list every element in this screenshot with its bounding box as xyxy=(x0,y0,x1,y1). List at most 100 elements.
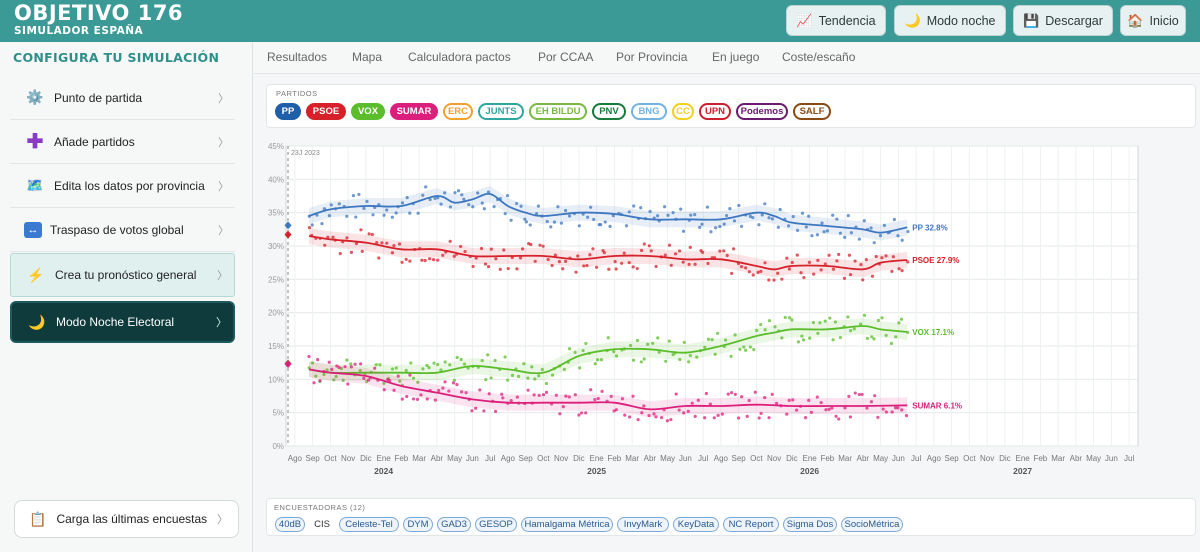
poll-point xyxy=(459,390,464,394)
sidebar-item-add-parties[interactable]: ✚ Añade partidos 〉 xyxy=(10,120,235,164)
poll-point xyxy=(623,413,627,417)
pollster-chip-cis[interactable]: CIS xyxy=(314,519,330,530)
pollster-chip-nc-report[interactable]: NC Report xyxy=(723,517,779,532)
poll-point xyxy=(599,358,604,362)
poll-point xyxy=(893,406,898,410)
download-button[interactable]: 💾 Descargar xyxy=(1013,5,1113,36)
poll-point xyxy=(869,226,873,230)
poll-point xyxy=(452,254,456,258)
poll-point xyxy=(307,354,311,359)
poll-point xyxy=(397,242,402,246)
poll-point xyxy=(600,389,604,393)
party-chip-cc[interactable]: CC xyxy=(672,103,694,120)
pollster-chip-dym[interactable]: DYM xyxy=(403,517,433,532)
poll-point xyxy=(687,360,691,364)
poll-point xyxy=(716,413,720,417)
x-tick-label: Sep xyxy=(945,454,960,463)
sidebar-item-edit-province[interactable]: 🗺️ Edita los datos por provincia 〉 xyxy=(10,164,235,208)
party-chip-podemos[interactable]: Podemos xyxy=(736,103,788,120)
poll-point xyxy=(567,214,572,218)
pollster-chip-gad3[interactable]: GAD3 xyxy=(437,517,471,532)
poll-point xyxy=(462,362,467,366)
top-bar: OBJETIVO 176 SIMULADOR ESPAÑA 📈 Tendenci… xyxy=(0,0,1200,42)
poll-point xyxy=(455,355,459,360)
poll-point xyxy=(693,262,697,266)
poll-point xyxy=(612,350,616,354)
poll-point xyxy=(523,217,527,221)
sidebar-item-vote-transfer[interactable]: ↔ Traspaso de votos global 〉 xyxy=(10,208,235,252)
tab-en-juego[interactable]: En juego xyxy=(712,50,760,64)
poll-point xyxy=(544,381,549,386)
poll-point xyxy=(753,390,757,394)
pollster-chip-celeste-tel[interactable]: Celeste-Tel xyxy=(339,517,399,532)
pollster-chip-invymark[interactable]: InvyMark xyxy=(617,517,669,532)
poll-point xyxy=(589,388,593,392)
poll-point xyxy=(416,380,420,384)
result-2023-marker xyxy=(284,221,292,230)
sidebar-item-election-night[interactable]: 🌙 Modo Noche Electoral 〉 xyxy=(10,301,235,343)
poll-point xyxy=(897,321,901,325)
pollster-chip-sigma-dos[interactable]: Sigma Dos xyxy=(783,517,837,532)
party-chip-vox[interactable]: VOX xyxy=(351,103,385,120)
pollster-chip-keydata[interactable]: KeyData xyxy=(673,517,719,532)
x-tick-label: Ago xyxy=(501,454,516,463)
poll-point xyxy=(322,372,326,377)
poll-point xyxy=(874,254,878,259)
tab-por-ccaa[interactable]: Por CCAA xyxy=(538,50,594,64)
poll-point xyxy=(596,396,600,401)
poll-point xyxy=(443,191,447,195)
poll-point xyxy=(846,214,850,218)
year-label: 2027 xyxy=(1013,466,1032,476)
poll-point xyxy=(752,348,756,352)
tab-resultados[interactable]: Resultados xyxy=(267,50,328,64)
party-chip-bng[interactable]: BNG xyxy=(631,103,667,120)
poll-point xyxy=(360,249,364,253)
poll-point xyxy=(775,401,779,405)
poll-point xyxy=(666,213,670,217)
party-chip-junts[interactable]: JUNTS xyxy=(478,103,524,120)
poll-point xyxy=(325,368,329,372)
poll-point xyxy=(722,222,726,226)
poll-point xyxy=(872,241,876,245)
trend-line xyxy=(308,368,908,411)
tab-por-provincia[interactable]: Por Provincia xyxy=(616,50,688,64)
poll-point xyxy=(649,249,653,253)
pollster-chip-sociom-trica[interactable]: SocioMétrica xyxy=(841,517,903,532)
sidebar-item-forecast[interactable]: ⚡ Crea tu pronóstico general 〉 xyxy=(10,253,235,297)
x-tick-label: Oct xyxy=(537,454,550,463)
party-chip-psoe[interactable]: PSOE xyxy=(306,103,346,120)
party-chip-sumar[interactable]: SUMAR xyxy=(390,103,438,120)
poll-point xyxy=(880,316,884,320)
pollster-chip-gesop[interactable]: GESOP xyxy=(475,517,517,532)
tab-calculadora-pactos[interactable]: Calculadora pactos xyxy=(408,50,511,64)
pollster-chip-40db[interactable]: 40dB xyxy=(275,517,305,532)
party-chip-pnv[interactable]: PNV xyxy=(592,103,626,120)
poll-point xyxy=(343,365,347,369)
tab-coste-escano[interactable]: Coste/escaño xyxy=(782,50,856,64)
night-mode-button[interactable]: 🌙 Modo noche xyxy=(894,5,1006,36)
party-chip-eh-bildu[interactable]: EH BILDU xyxy=(529,103,587,120)
home-button[interactable]: 🏠 Inicio xyxy=(1120,5,1186,36)
poll-point xyxy=(375,240,379,245)
trend-button[interactable]: 📈 Tendencia xyxy=(786,5,886,36)
tab-mapa[interactable]: Mapa xyxy=(352,50,383,64)
party-chip-salf[interactable]: SALF xyxy=(793,103,831,120)
poll-point xyxy=(788,316,792,320)
poll-point xyxy=(603,220,607,224)
load-polls-button[interactable]: 📋 Carga las últimas encuestas 〉 xyxy=(14,500,239,538)
poll-point xyxy=(894,335,898,339)
party-chip-upn[interactable]: UPN xyxy=(699,103,731,120)
poll-point xyxy=(351,193,356,198)
poll-point xyxy=(424,185,428,189)
poll-point xyxy=(436,362,440,367)
pollster-chip-hamalgama-m-trica[interactable]: Hamalgama Métrica xyxy=(521,517,613,532)
poll-point xyxy=(807,214,811,218)
poll-point xyxy=(480,201,484,205)
sidebar-item-starting-point[interactable]: ⚙️ Punto de partida 〉 xyxy=(10,76,235,120)
poll-point xyxy=(622,251,626,255)
poll-point xyxy=(636,418,640,422)
party-chip-pp[interactable]: PP xyxy=(275,103,301,120)
poll-point xyxy=(408,259,412,263)
party-chip-erc[interactable]: ERC xyxy=(443,103,473,120)
poll-point xyxy=(380,241,384,245)
